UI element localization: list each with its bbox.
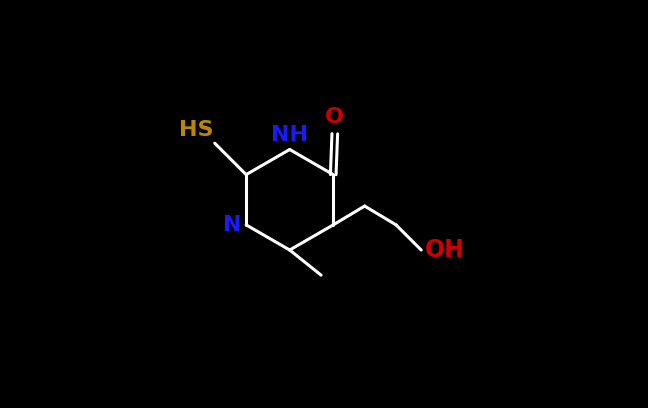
Text: NH: NH [272, 125, 308, 145]
Text: OH: OH [425, 238, 465, 262]
Text: N: N [223, 215, 242, 235]
Text: HS: HS [179, 120, 213, 140]
Text: O: O [325, 107, 344, 127]
